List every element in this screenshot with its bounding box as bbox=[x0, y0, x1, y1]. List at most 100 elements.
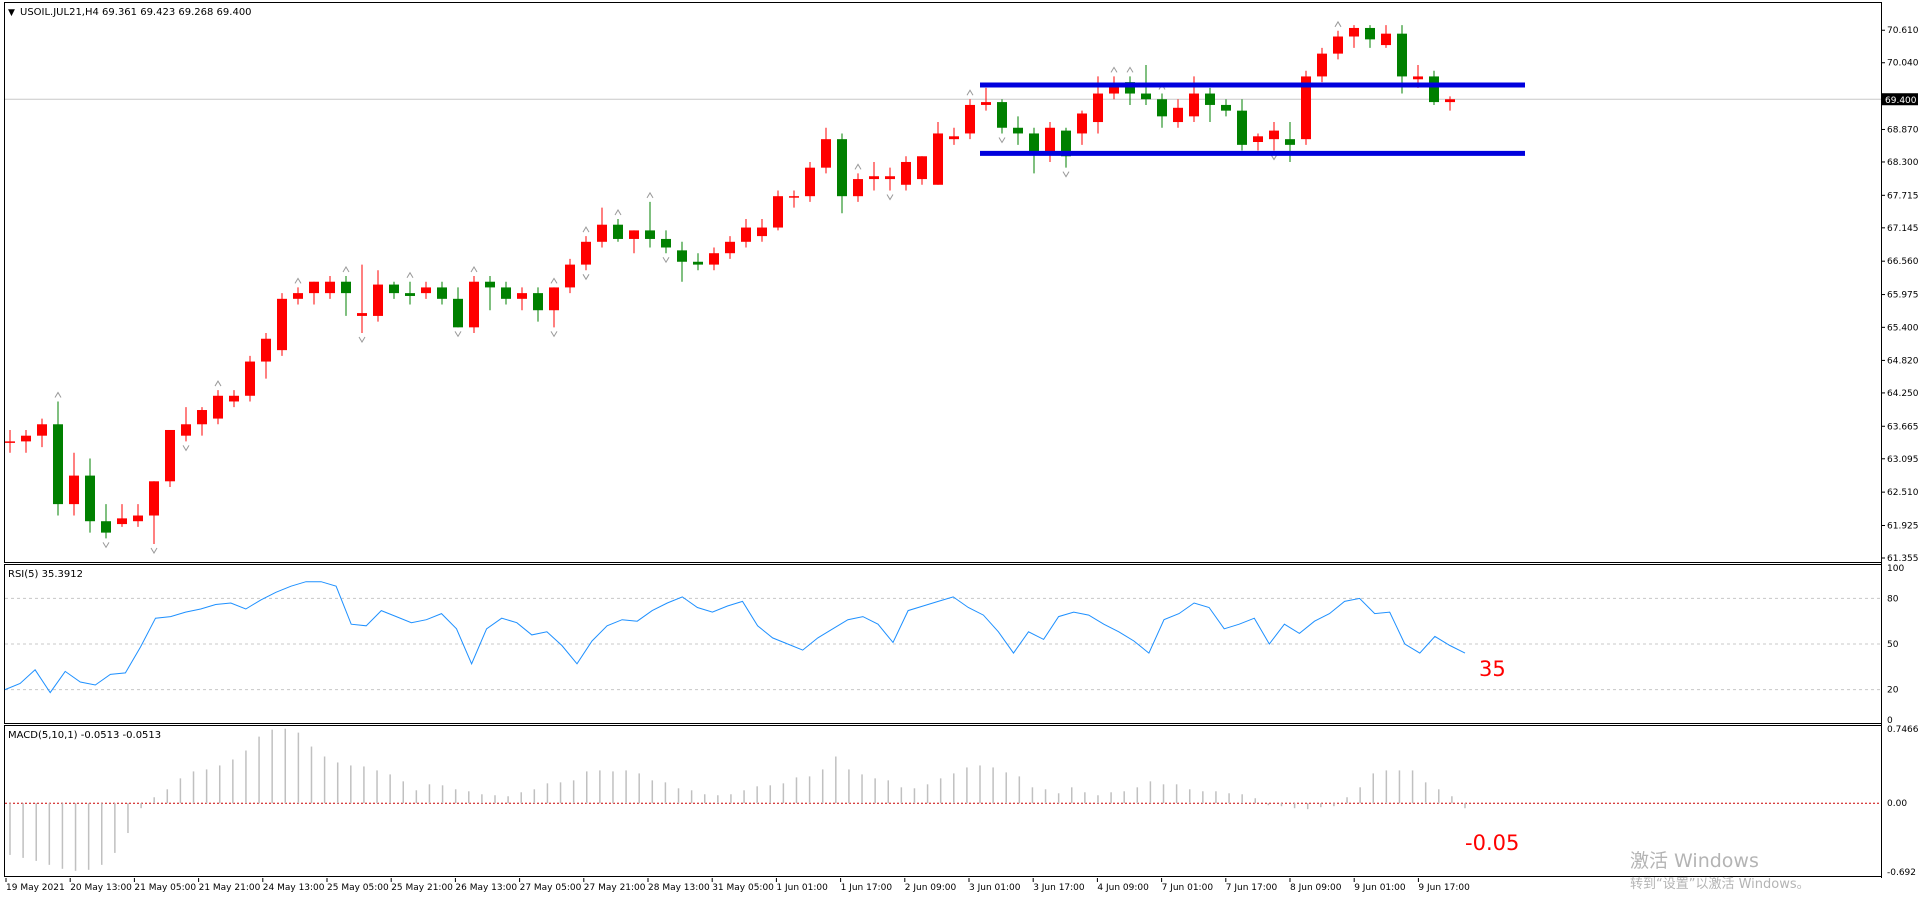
candle bbox=[1125, 76, 1135, 105]
candle-body bbox=[709, 253, 719, 265]
candle-body bbox=[997, 102, 1007, 128]
candle bbox=[21, 429, 31, 453]
time-tick-label: 28 May 13:00 bbox=[648, 883, 710, 893]
candle bbox=[1157, 93, 1167, 128]
fractal-up-marker bbox=[470, 266, 478, 273]
candle-body bbox=[613, 224, 623, 239]
candle-body bbox=[1397, 33, 1407, 77]
candle bbox=[1077, 110, 1087, 145]
macd-tick-label: 0.7466 bbox=[1887, 725, 1919, 735]
time-tick-label: 27 May 05:00 bbox=[520, 883, 582, 893]
fractal-up-marker bbox=[54, 391, 62, 398]
fractal-down-marker bbox=[102, 542, 110, 549]
candle bbox=[725, 236, 735, 259]
candle bbox=[453, 287, 463, 328]
rsi-label: RSI(5) 35.3912 bbox=[8, 569, 83, 580]
candle-body bbox=[1221, 104, 1231, 111]
candle bbox=[373, 270, 383, 322]
candle bbox=[1269, 122, 1279, 151]
candle-body bbox=[805, 167, 815, 197]
candle-body bbox=[917, 156, 927, 180]
candle bbox=[165, 429, 175, 488]
candle bbox=[677, 241, 687, 282]
candle-body bbox=[933, 133, 943, 185]
candle bbox=[405, 281, 415, 305]
candle-body bbox=[357, 313, 367, 316]
candle-body bbox=[949, 136, 959, 140]
time-tick-label: 1 Jun 17:00 bbox=[841, 883, 893, 893]
candle bbox=[597, 207, 607, 248]
candle-body bbox=[53, 424, 63, 505]
candle-body bbox=[1349, 27, 1359, 37]
time-tick-label: 1 Jun 01:00 bbox=[776, 883, 828, 893]
candle-body bbox=[645, 230, 655, 239]
candle-body bbox=[421, 287, 431, 294]
candle-body bbox=[1269, 130, 1279, 140]
candle bbox=[5, 429, 15, 453]
candle bbox=[517, 287, 527, 311]
candle-body bbox=[821, 139, 831, 168]
candle-body bbox=[293, 293, 303, 299]
time-tick-label: 7 Jun 17:00 bbox=[1226, 883, 1278, 893]
fractal-down-marker bbox=[662, 256, 670, 264]
time-tick-label: 26 May 13:00 bbox=[455, 883, 517, 893]
candle-body bbox=[725, 241, 735, 254]
candle bbox=[789, 190, 799, 208]
candle bbox=[1109, 76, 1119, 100]
rsi-layer: 100 80 50 20 0 bbox=[4, 564, 1904, 726]
fractal-up-marker bbox=[854, 163, 862, 170]
price-tick-label: 70.040 bbox=[1887, 59, 1919, 69]
time-tick-label: 19 May 2021 bbox=[6, 883, 65, 893]
candle-body bbox=[549, 287, 559, 311]
candle-body bbox=[21, 435, 31, 442]
candle bbox=[197, 407, 207, 436]
candle-body bbox=[741, 227, 751, 242]
candle bbox=[693, 253, 703, 271]
price-tick-label: 65.400 bbox=[1887, 323, 1919, 333]
candle-body bbox=[1013, 127, 1023, 134]
fractal-down-marker bbox=[550, 331, 558, 338]
symbol-info: USOIL.JUL21,H4 69.361 69.423 69.268 69.4… bbox=[20, 7, 252, 18]
fractal-up-marker bbox=[646, 191, 654, 199]
candle bbox=[581, 236, 591, 271]
candle-body bbox=[1285, 139, 1295, 145]
candle-body bbox=[853, 179, 863, 197]
candle-body bbox=[693, 261, 703, 265]
fractal-down-marker bbox=[150, 547, 158, 555]
candle-body bbox=[485, 281, 495, 288]
candle bbox=[1301, 70, 1311, 145]
candle-body bbox=[901, 161, 911, 185]
price-tick-label: 66.560 bbox=[1887, 257, 1919, 267]
rsi-tick-label: 0 bbox=[1887, 716, 1893, 726]
fractal-up-marker bbox=[294, 277, 302, 284]
candle-body bbox=[677, 250, 687, 262]
candle bbox=[277, 293, 287, 356]
candle-body bbox=[1109, 84, 1119, 94]
candle-body bbox=[229, 395, 239, 402]
fractal-down-marker bbox=[582, 274, 590, 281]
candle bbox=[69, 452, 79, 516]
time-tick-label: 25 May 05:00 bbox=[327, 883, 389, 893]
candle-body bbox=[437, 287, 447, 299]
candle bbox=[293, 287, 303, 305]
candle-body bbox=[165, 429, 175, 482]
candle bbox=[133, 504, 143, 527]
candle-body bbox=[1317, 53, 1327, 77]
candle bbox=[933, 122, 943, 185]
candle bbox=[181, 407, 191, 442]
rsi-annotation: 35 bbox=[1479, 657, 1506, 681]
candle-body bbox=[565, 264, 575, 288]
candle bbox=[421, 281, 431, 299]
candle bbox=[1445, 96, 1455, 111]
watermark-line2: 转到“设置”以激活 Windows。 bbox=[1630, 877, 1810, 892]
candle-body bbox=[341, 281, 351, 294]
collapse-arrow-icon[interactable]: ▼ bbox=[8, 8, 15, 18]
candle-body bbox=[149, 481, 159, 516]
time-tick-label: 8 Jun 09:00 bbox=[1290, 883, 1342, 893]
candle bbox=[1013, 116, 1023, 145]
fractal-up-marker bbox=[342, 266, 350, 273]
macd-tick-label: -0.692 bbox=[1887, 868, 1916, 878]
candle bbox=[53, 401, 63, 516]
